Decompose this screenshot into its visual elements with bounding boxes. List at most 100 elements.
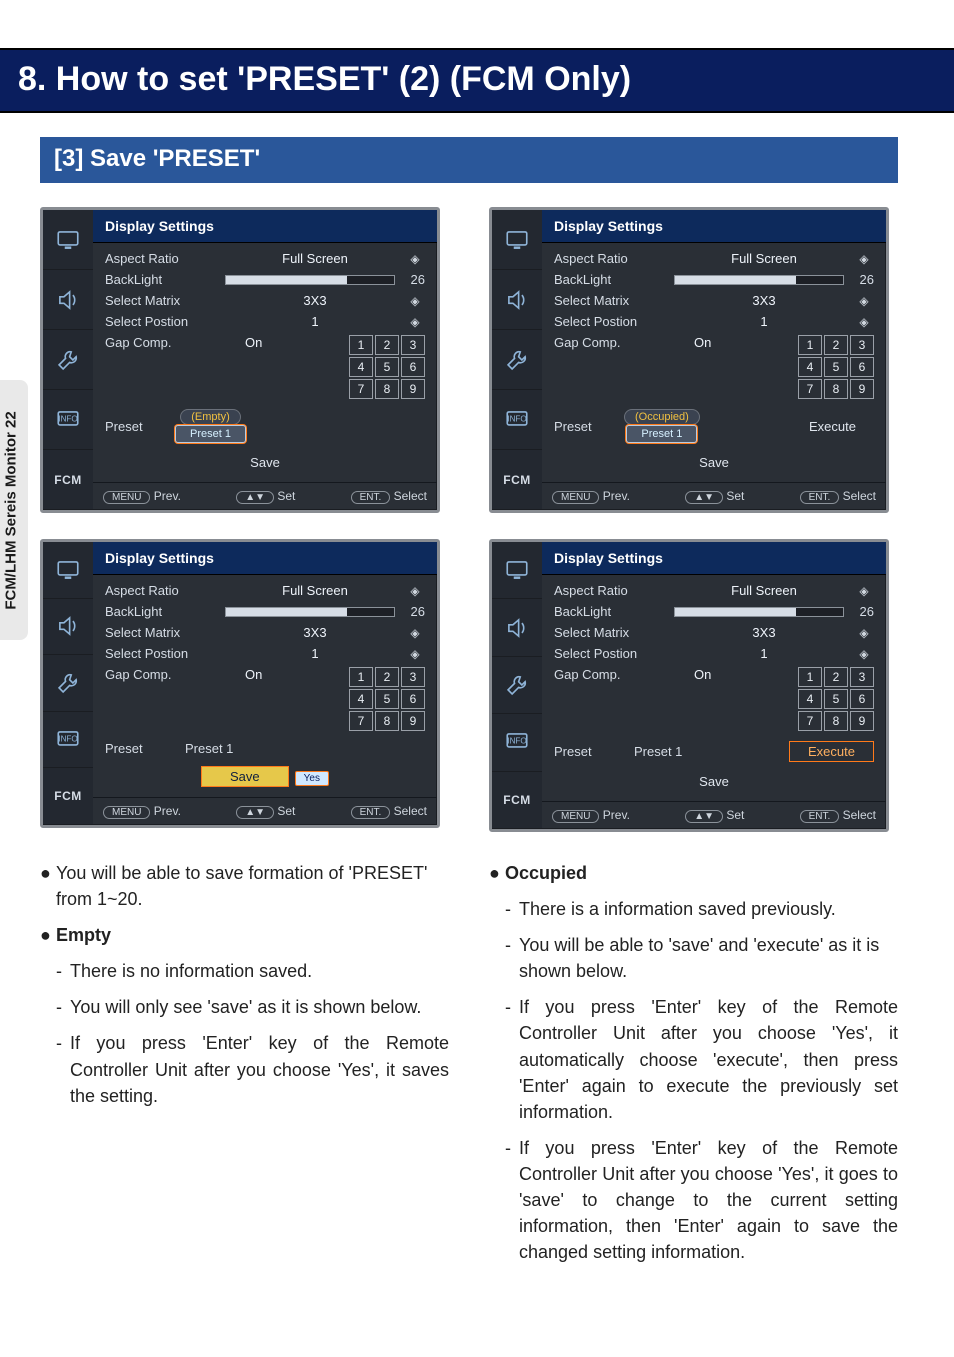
grid-cell: 5 xyxy=(375,357,399,377)
grid-cell: 2 xyxy=(824,335,848,355)
osd-title: Display Settings xyxy=(542,210,886,243)
updown-key-icon: ▲▼ xyxy=(685,491,723,504)
backlight-slider[interactable]: 26 xyxy=(674,272,874,287)
grid-cell: 1 xyxy=(349,667,373,687)
updown-icon[interactable]: ◈ xyxy=(854,647,874,661)
save-button[interactable]: Save xyxy=(671,453,757,472)
save-button[interactable]: Save xyxy=(671,772,757,791)
backlight-slider[interactable]: 26 xyxy=(225,604,425,619)
dash: - xyxy=(505,932,519,994)
grid-cell: 7 xyxy=(349,379,373,399)
info-icon: INFO xyxy=(43,712,93,769)
position-grid: 123456789 xyxy=(349,335,425,399)
menu-key-icon: MENU xyxy=(103,491,150,504)
save-row: Save xyxy=(105,449,425,476)
audio-icon xyxy=(492,270,542,330)
preset-value: Preset 1 xyxy=(185,741,233,756)
matrix-value: 3X3 xyxy=(674,293,854,308)
yes-chip[interactable]: Yes xyxy=(295,771,329,786)
updown-icon[interactable]: ◈ xyxy=(854,584,874,598)
backlight-label: BackLight xyxy=(105,272,225,287)
grid-cell: 5 xyxy=(824,357,848,377)
position-value: 1 xyxy=(674,314,854,329)
grid-cell: 9 xyxy=(401,379,425,399)
screenshot-grid: INFOFCMDisplay SettingsAspect RatioFull … xyxy=(40,207,898,832)
gap-value: On xyxy=(674,335,798,350)
svg-text:INFO: INFO xyxy=(58,414,77,423)
backlight-slider[interactable]: 26 xyxy=(225,272,425,287)
prev-label: Prev. xyxy=(154,804,181,818)
save-button[interactable]: Save xyxy=(201,766,289,787)
grid-cell: 3 xyxy=(401,667,425,687)
position-label: Select Postion xyxy=(554,646,674,661)
aspect-label: Aspect Ratio xyxy=(554,251,674,266)
preset-value[interactable]: Preset 1 xyxy=(626,425,697,443)
updown-key-icon: ▲▼ xyxy=(236,806,274,819)
dash: - xyxy=(56,1030,70,1118)
updown-icon[interactable]: ◈ xyxy=(854,626,874,640)
updown-icon[interactable]: ◈ xyxy=(854,252,874,266)
position-grid: 123456789 xyxy=(798,335,874,399)
fcm-label: FCM xyxy=(492,450,542,510)
audio-icon xyxy=(43,599,93,656)
prev-label: Prev. xyxy=(603,808,630,822)
right-l2: You will be able to 'save' and 'execute'… xyxy=(519,932,898,984)
bullet-dot: ● xyxy=(40,860,56,922)
backlight-value: 26 xyxy=(850,272,874,287)
position-label: Select Postion xyxy=(554,314,674,329)
osd-bottom-bar: MENU Prev.▲▼ SetENT. Select xyxy=(542,482,886,510)
save-row: Save xyxy=(554,449,874,476)
grid-cell: 2 xyxy=(824,667,848,687)
svg-text:INFO: INFO xyxy=(507,737,526,746)
updown-icon[interactable]: ◈ xyxy=(405,252,425,266)
updown-icon[interactable]: ◈ xyxy=(405,626,425,640)
menu-key-icon: MENU xyxy=(552,810,599,823)
gap-label: Gap Comp. xyxy=(105,667,225,682)
updown-icon[interactable]: ◈ xyxy=(405,315,425,329)
updown-icon[interactable]: ◈ xyxy=(405,584,425,598)
updown-icon[interactable]: ◈ xyxy=(405,294,425,308)
execute-button[interactable]: Execute xyxy=(789,741,874,762)
updown-icon[interactable]: ◈ xyxy=(405,647,425,661)
backlight-slider[interactable]: 26 xyxy=(674,604,874,619)
osd-panel: INFOFCMDisplay SettingsAspect RatioFull … xyxy=(40,539,440,828)
right-l3: If you press 'Enter' key of the Remote C… xyxy=(519,994,898,1124)
grid-cell: 5 xyxy=(824,689,848,709)
gap-value: On xyxy=(674,667,798,682)
aspect-value: Full Screen xyxy=(225,583,405,598)
preset-state-badge: (Empty) xyxy=(180,409,241,425)
bullet-dot: ● xyxy=(40,922,56,958)
matrix-label: Select Matrix xyxy=(554,293,674,308)
osd-bottom-bar: MENU Prev.▲▼ SetENT. Select xyxy=(93,482,437,510)
bullet-dot: ● xyxy=(489,860,505,896)
save-button[interactable]: Save xyxy=(222,453,308,472)
matrix-label: Select Matrix xyxy=(554,625,674,640)
ent-key-icon: ENT. xyxy=(800,491,840,504)
aspect-label: Aspect Ratio xyxy=(105,251,225,266)
preset-value[interactable]: Preset 1 xyxy=(175,425,246,443)
aspect-value: Full Screen xyxy=(674,251,854,266)
updown-icon[interactable]: ◈ xyxy=(854,315,874,329)
grid-cell: 9 xyxy=(850,379,874,399)
gap-value: On xyxy=(225,335,349,350)
osd-icon-strip: INFOFCM xyxy=(492,210,542,510)
grid-cell: 1 xyxy=(798,667,822,687)
backlight-label: BackLight xyxy=(554,604,674,619)
updown-icon[interactable]: ◈ xyxy=(854,294,874,308)
grid-cell: 9 xyxy=(850,711,874,731)
right-h1: Occupied xyxy=(505,863,587,883)
preset-label: Preset xyxy=(554,419,614,434)
aspect-label: Aspect Ratio xyxy=(554,583,674,598)
grid-cell: 8 xyxy=(375,711,399,731)
updown-key-icon: ▲▼ xyxy=(685,810,723,823)
grid-cell: 6 xyxy=(401,689,425,709)
execute-button[interactable]: Execute xyxy=(791,417,874,436)
ent-key-icon: ENT. xyxy=(351,491,391,504)
gap-value: On xyxy=(225,667,349,682)
grid-cell: 4 xyxy=(798,357,822,377)
grid-cell: 4 xyxy=(349,689,373,709)
grid-cell: 4 xyxy=(798,689,822,709)
osd-icon-strip: INFOFCM xyxy=(43,210,93,510)
grid-cell: 6 xyxy=(850,357,874,377)
fcm-label: FCM xyxy=(43,768,93,825)
